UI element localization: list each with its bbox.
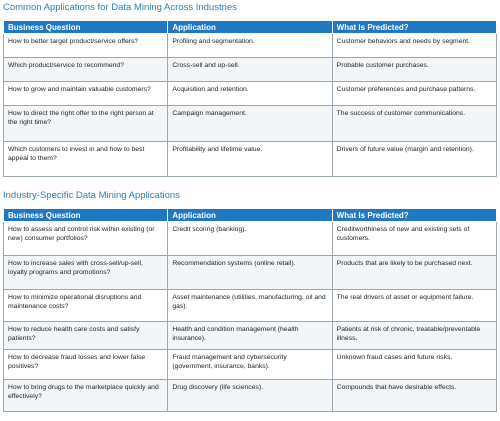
data-table: Business Question Application What Is Pred… xyxy=(2,20,498,177)
table-row: How to reduce health care costs and sati… xyxy=(2,321,498,350)
table-cell: Compounds that have desirable effects. xyxy=(331,379,498,412)
table-cell: Which product/service to recommend? xyxy=(2,57,169,82)
table-row: Which customers to invest in and how to … xyxy=(2,141,498,177)
table-cell: Creditworthiness of new and existing set… xyxy=(331,221,498,256)
table-row: How to increase sales with cross-sell/up… xyxy=(2,255,498,290)
table-cell: Which customers to invest in and how to … xyxy=(2,141,169,177)
table-cell: Cross-sell and up-sell. xyxy=(167,57,333,82)
table-row: How to better target product/service off… xyxy=(2,33,498,58)
table-cell: The success of customer communications. xyxy=(331,105,498,142)
table-cell: Products that are likely to be purchased… xyxy=(331,255,498,290)
section-title: Common Applications for Data Mining Acro… xyxy=(3,2,237,13)
table-cell: How to minimize operational disruptions … xyxy=(2,289,169,322)
table-cell: How to reduce health care costs and sati… xyxy=(2,321,169,350)
data-table: Business Question Application What Is Pred… xyxy=(2,208,498,412)
table-cell: How to bring drugs to the marketplace qu… xyxy=(2,379,169,412)
table-cell: How to better target product/service off… xyxy=(2,33,169,58)
table-cell: Probable customer purchases. xyxy=(331,57,498,82)
table-cell: How to decrease fraud losses and lower f… xyxy=(2,349,169,380)
column-header: Application xyxy=(167,208,333,222)
table-cell: Profitability and lifetime value. xyxy=(167,141,333,177)
table-cell: Drivers of future value (margin and rete… xyxy=(331,141,498,177)
table-row: How to decrease fraud losses and lower f… xyxy=(2,349,498,380)
table-cell: Unknown fraud cases and future risks. xyxy=(331,349,498,380)
table-cell: Customer preferences and purchase patter… xyxy=(331,81,498,106)
table-cell: Drug discovery (life sciences). xyxy=(167,379,333,412)
header-row: Business Question Application What Is Pred… xyxy=(2,20,498,34)
table-row: Which product/service to recommend? Cross… xyxy=(2,57,498,82)
column-header: Business Question xyxy=(2,208,169,222)
table-cell: Acquisition and retention. xyxy=(167,81,333,106)
table-cell: Asset maintenance (utilities, manufactur… xyxy=(167,289,333,322)
column-header: What Is Predicted? xyxy=(331,208,498,222)
table-cell: Profiling and segmentation. xyxy=(167,33,333,58)
table-cell: Customer behaviors and needs by segment. xyxy=(331,33,498,58)
column-header: What Is Predicted? xyxy=(331,20,498,34)
table-cell: How to grow and maintain valuable custom… xyxy=(2,81,169,106)
table-cell: Patients at risk of chronic, treatable/p… xyxy=(331,321,498,350)
table-cell: How to assess and control risk within ex… xyxy=(2,221,169,256)
table-cell: How to direct the right offer to the rig… xyxy=(2,105,169,142)
table-cell: Recommendation systems (online retail). xyxy=(167,255,333,290)
table-row: How to assess and control risk within ex… xyxy=(2,221,498,256)
header-row: Business Question Application What Is Pred… xyxy=(2,208,498,222)
table-cell: Health and condition management (health … xyxy=(167,321,333,350)
table-cell: The real drivers of asset or equipment f… xyxy=(331,289,498,322)
table-row: How to grow and maintain valuable custom… xyxy=(2,81,498,106)
table-row: How to direct the right offer to the rig… xyxy=(2,105,498,142)
table-row: How to bring drugs to the marketplace qu… xyxy=(2,379,498,412)
column-header: Application xyxy=(167,20,333,34)
column-header: Business Question xyxy=(2,20,169,34)
section-title: Industry-Specific Data Mining Applicatio… xyxy=(3,190,180,201)
table-cell: Credit scoring (banking). xyxy=(167,221,333,256)
table-cell: Campaign management. xyxy=(167,105,333,142)
table-row: How to minimize operational disruptions … xyxy=(2,289,498,322)
table-cell: Fraud management and cybersecurity (gove… xyxy=(167,349,333,380)
table-cell: How to increase sales with cross-sell/up… xyxy=(2,255,169,290)
